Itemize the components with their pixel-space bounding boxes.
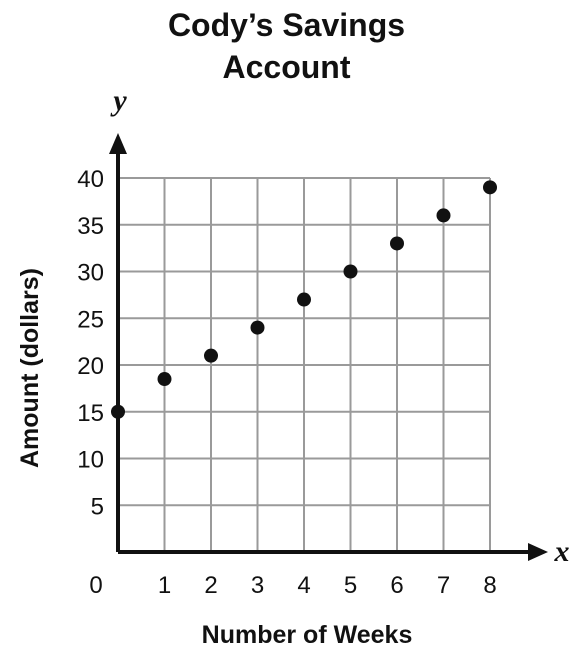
tick-labels: 0 1 2 3 4 5 6 7 8 5 10 15 20 25 30 35 40 (77, 166, 496, 599)
y-tick-label: 20 (77, 353, 104, 380)
data-point (157, 372, 172, 387)
data-point (204, 348, 218, 363)
y-tick-label: 40 (77, 166, 104, 193)
x-axis-label: Number of Weeks (202, 621, 413, 648)
data-point (343, 264, 358, 279)
data-point (297, 292, 311, 307)
y-tick-label: 35 (77, 213, 104, 240)
axes (109, 133, 548, 561)
x-tick-label: 3 (251, 572, 264, 599)
y-tick-label: 5 (91, 493, 104, 520)
data-point (250, 320, 265, 335)
x-tick-label: 6 (390, 572, 403, 599)
x-tick-label: 5 (344, 572, 357, 599)
data-point (390, 236, 404, 251)
x-tick-label: 0 (89, 572, 102, 599)
data-point (111, 404, 125, 419)
data-point (483, 180, 497, 195)
data-points (111, 180, 497, 419)
y-axis-arrow (109, 133, 127, 154)
y-tick-label: 25 (77, 306, 104, 333)
x-axis-variable: x (554, 535, 570, 568)
x-tick-label: 8 (483, 572, 496, 599)
y-tick-label: 10 (77, 447, 104, 474)
x-tick-label: 7 (437, 572, 450, 599)
y-axis-label: Amount (dollars) (16, 268, 44, 468)
x-tick-label: 1 (158, 572, 171, 599)
chart-title-line-2: Account (222, 49, 351, 85)
x-tick-label: 2 (204, 572, 217, 599)
grid (118, 177, 491, 552)
chart-title-line-1: Cody’s Savings (167, 7, 406, 43)
y-axis-variable: y (110, 84, 127, 117)
chart-title: Cody’s Savings Account (0, 4, 573, 88)
y-tick-label: 15 (77, 400, 104, 427)
data-point (436, 208, 451, 223)
x-axis-arrow (528, 543, 548, 561)
y-tick-label: 30 (77, 260, 104, 287)
x-tick-label: 4 (297, 572, 310, 599)
